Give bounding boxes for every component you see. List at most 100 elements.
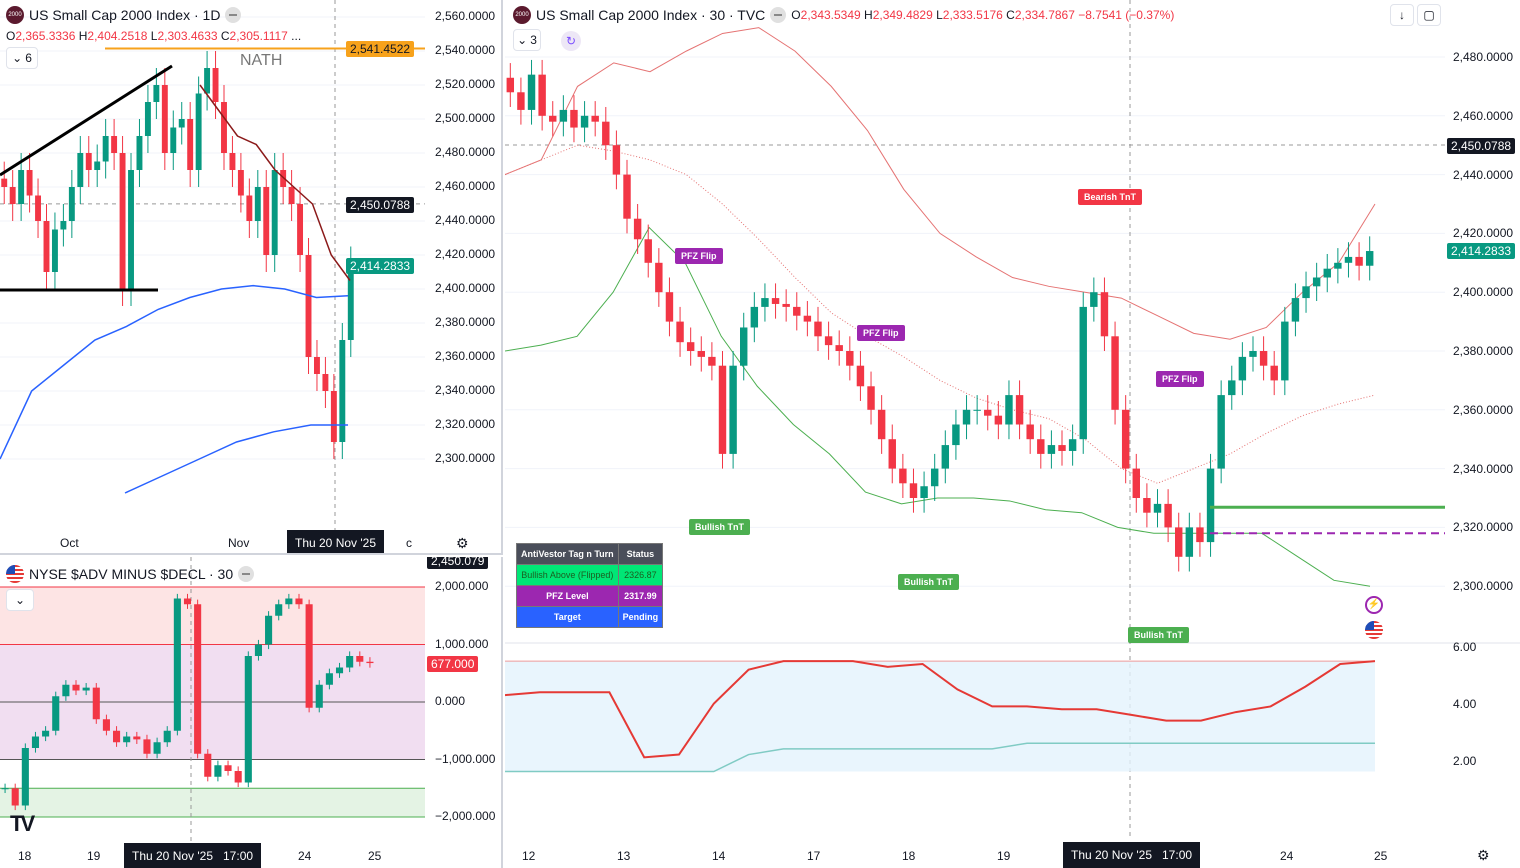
intraday-chart-pane[interactable]: 2000 US Small Cap 2000 Index · 30 · TVC … — [505, 0, 1520, 868]
candle — [782, 303, 790, 307]
breadth-chart-canvas[interactable] — [0, 557, 503, 842]
crosshair-price-badge: 2,450.0788 — [346, 197, 415, 213]
candle — [750, 306, 759, 328]
trend-line — [0, 64, 173, 177]
candle — [102, 136, 109, 162]
candle — [52, 696, 60, 731]
settings-icon[interactable]: ⚙ — [456, 535, 469, 551]
candle — [26, 170, 33, 196]
pfz-flip-tag: PFZ Flip — [857, 325, 905, 341]
candle — [1, 178, 8, 187]
tradingview-logo[interactable]: TV — [10, 811, 35, 836]
breadth-chart-pane[interactable]: NYSE $ADV MINUS $DECL · 30 ⌄ 2,000.000 1,… — [0, 557, 503, 868]
candle — [549, 115, 557, 122]
hide-icon[interactable] — [238, 566, 255, 582]
candle — [1334, 262, 1342, 269]
candle — [1037, 439, 1045, 454]
candle — [1100, 292, 1109, 337]
last-value-badge: 677.000 — [427, 656, 479, 672]
candle — [718, 365, 727, 454]
candle — [254, 187, 261, 221]
settings-icon[interactable]: ⚙ — [1477, 847, 1490, 863]
candle — [42, 730, 50, 737]
candle — [335, 667, 344, 674]
price-axis-label: 2,520.0000 — [435, 77, 496, 91]
osc-lower-line — [505, 742, 1375, 773]
breadth-legend: NYSE $ADV MINUS $DECL · 30 — [6, 565, 255, 583]
candle — [325, 673, 333, 685]
table-cell: PFZ Level — [516, 585, 619, 607]
candle — [133, 736, 141, 740]
scroll-down-button[interactable]: ↓ — [1390, 4, 1414, 26]
candle — [1281, 321, 1289, 381]
candle — [153, 742, 161, 754]
time-label: 18 — [18, 849, 32, 863]
oversold-zone — [0, 788, 425, 817]
daily-chart-canvas[interactable] — [0, 0, 503, 530]
indicators-toggle[interactable]: ⌄ 6 — [6, 47, 38, 69]
candle — [899, 468, 907, 484]
crosshair-time-label: Thu 20 Nov '25 — [287, 530, 385, 553]
candle — [686, 342, 695, 351]
candle — [119, 153, 126, 289]
time-label: 24 — [1280, 849, 1294, 863]
price-axis-label: 2,420.0000 — [435, 247, 496, 261]
price-axis-label: 2,360.0000 — [1453, 402, 1514, 417]
candle — [846, 351, 854, 366]
candle — [305, 255, 312, 357]
table-header: AntiVestor Tag n Turn — [516, 543, 619, 565]
breadth-title[interactable]: NYSE $ADV MINUS $DECL · 30 — [29, 566, 234, 582]
candle — [123, 736, 131, 743]
candle — [1365, 251, 1374, 266]
hide-icon[interactable] — [770, 7, 787, 23]
indicators-toggle[interactable]: ⌄ 3 — [513, 29, 541, 51]
price-axis-label: 2,440.0000 — [1453, 167, 1514, 182]
candle — [888, 439, 896, 469]
mid-line — [505, 144, 1376, 484]
candle — [920, 486, 928, 498]
candle — [237, 170, 244, 196]
candle — [18, 170, 25, 204]
time-label: c — [406, 536, 412, 550]
price-axis-label: 2,000.000 — [435, 579, 489, 593]
alert-icon[interactable]: ⚡ — [1365, 596, 1383, 614]
daily-title[interactable]: US Small Cap 2000 Index · 1D — [29, 7, 221, 23]
candle — [909, 483, 918, 498]
candle — [295, 598, 303, 605]
candle — [559, 109, 568, 122]
price-axis-label: 2,420.0000 — [1453, 226, 1514, 241]
time-label: 25 — [1374, 849, 1388, 863]
price-axis-label: 2,460.0000 — [1453, 108, 1514, 123]
candle — [43, 221, 50, 272]
candle — [194, 604, 202, 754]
osc-axis-label: 6.00 — [1453, 640, 1477, 654]
hide-icon[interactable] — [225, 7, 242, 23]
time-label: 12 — [522, 849, 536, 863]
price-axis-label: 1,000.000 — [435, 636, 489, 651]
candle — [113, 730, 121, 743]
time-label: 13 — [617, 849, 631, 863]
candle — [793, 306, 801, 316]
ma-line — [0, 284, 349, 460]
candle — [1323, 268, 1331, 278]
price-axis-label: −1,000.000 — [435, 751, 496, 766]
maximize-button[interactable]: ▢ — [1417, 4, 1441, 26]
candle — [195, 93, 202, 170]
candle — [366, 661, 374, 664]
intraday-chart-canvas[interactable] — [505, 0, 1520, 840]
refresh-icon[interactable]: ↻ — [561, 31, 581, 51]
us-flag-icon[interactable] — [1365, 621, 1383, 639]
collapse-toggle[interactable]: ⌄ — [6, 589, 34, 611]
price-axis-label: 2,480.0000 — [1453, 50, 1514, 64]
price-axis-label: 2,400.0000 — [1453, 285, 1514, 300]
candle — [314, 357, 320, 374]
candle — [1228, 380, 1236, 396]
crosshair-price-badge: 2,450.079 — [427, 557, 489, 569]
intraday-title[interactable]: US Small Cap 2000 Index · 30 · TVC — [536, 7, 766, 23]
daily-chart-pane[interactable]: 2000 US Small Cap 2000 Index · 1D O2,365… — [0, 0, 503, 555]
candle — [1079, 306, 1087, 440]
price-axis-label: 2,320.0000 — [1453, 520, 1514, 535]
candle — [85, 153, 92, 170]
candle — [173, 598, 181, 731]
pfz-flip-tag: PFZ Flip — [675, 248, 723, 264]
